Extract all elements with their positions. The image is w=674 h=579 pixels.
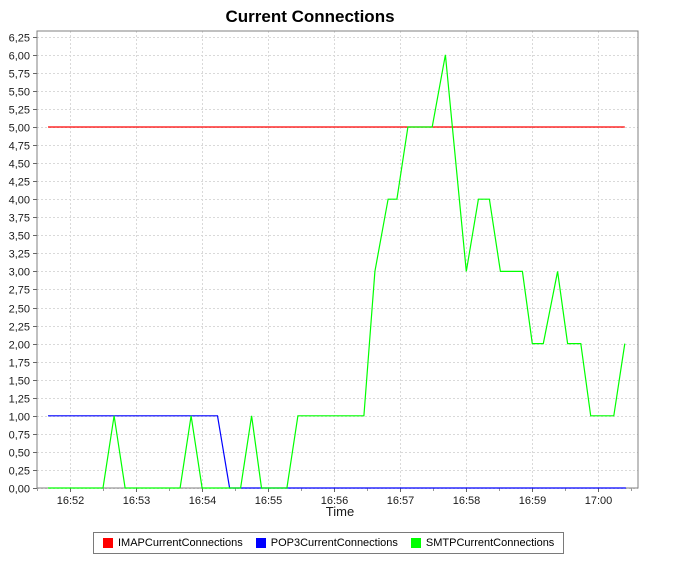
y-axis-tick-label: 0,75 (9, 430, 30, 442)
axis-labels: 0,00 0,25 0,50 0,75 1,00 1,25 1,50 1,75 2,00 2,25… (9, 33, 613, 508)
y-axis-tick-label: 2,00 (9, 340, 30, 352)
chart-legend: IMAPCurrentConnections POP3CurrentConnect… (93, 532, 565, 554)
y-axis-tick-label: 2,50 (9, 304, 30, 316)
x-axis-tick-label: 16:52 (57, 495, 85, 507)
legend-swatch-icon (410, 538, 421, 548)
y-axis-tick-label: 1,50 (9, 376, 30, 388)
y-axis-tick-label: 3,25 (9, 249, 30, 261)
legend-item: SMTPCurrentConnections (410, 537, 555, 549)
legend-item: IMAPCurrentConnections (103, 537, 243, 549)
x-axis-title: Time (326, 504, 354, 519)
legend-label: SMTPCurrentConnections (425, 537, 555, 549)
y-axis-tick-label: 1,25 (9, 394, 30, 406)
y-axis-tick-label: 0,25 (9, 466, 30, 478)
y-axis-tick-label: 2,25 (9, 322, 30, 334)
y-axis-tick-label: 3,50 (9, 231, 30, 243)
y-axis-tick-label: 5,50 (9, 87, 30, 99)
x-axis-tick-label: 16:54 (189, 495, 217, 507)
series-layer (48, 54, 626, 489)
y-axis-tick-label: 6,25 (9, 33, 30, 45)
x-axis-tick-label: 16:55 (255, 495, 283, 507)
y-axis-tick-label: 0,00 (9, 484, 30, 496)
legend-item: POP3CurrentConnections (255, 537, 398, 549)
plot-border (36, 30, 639, 489)
y-axis-tick-label: 5,25 (9, 105, 30, 117)
y-axis-tick-label: 1,00 (9, 412, 30, 424)
tick-layer (33, 37, 632, 492)
y-axis-tick-label: 4,25 (9, 177, 30, 189)
legend-label: POP3CurrentConnections (270, 537, 398, 549)
series-line-SMTPCurrentConnections (48, 54, 626, 489)
chart-title: Current Connections (225, 7, 394, 26)
y-axis-tick-label: 4,00 (9, 195, 30, 207)
series-line-POP3CurrentConnections (48, 415, 626, 489)
x-axis-tick-label: 16:59 (519, 495, 547, 507)
legend-swatch-icon (255, 538, 266, 548)
legend-label: IMAPCurrentConnections (118, 537, 243, 549)
x-axis-tick-label: 16:53 (123, 495, 151, 507)
y-axis-tick-label: 5,00 (9, 123, 30, 135)
x-axis-tick-label: 16:57 (387, 495, 415, 507)
y-axis-tick-label: 3,75 (9, 213, 30, 225)
y-axis-tick-label: 6,00 (9, 51, 30, 63)
x-axis-tick-label: 16:56 (321, 495, 349, 507)
legend-swatch-icon (103, 538, 113, 548)
y-axis-tick-label: 5,75 (9, 69, 30, 81)
y-axis-tick-label: 4,75 (9, 141, 30, 153)
y-axis-tick-label: 1,75 (9, 358, 30, 370)
grid-layer (37, 31, 638, 489)
y-axis-tick-label: 2,75 (9, 285, 30, 297)
y-axis-tick-label: 3,00 (9, 267, 30, 279)
x-axis-tick-label: 17:00 (585, 495, 613, 507)
x-axis-tick-label: 16:58 (453, 495, 481, 507)
y-axis-tick-label: 4,50 (9, 159, 30, 171)
y-axis-tick-label: 0,50 (9, 448, 30, 460)
